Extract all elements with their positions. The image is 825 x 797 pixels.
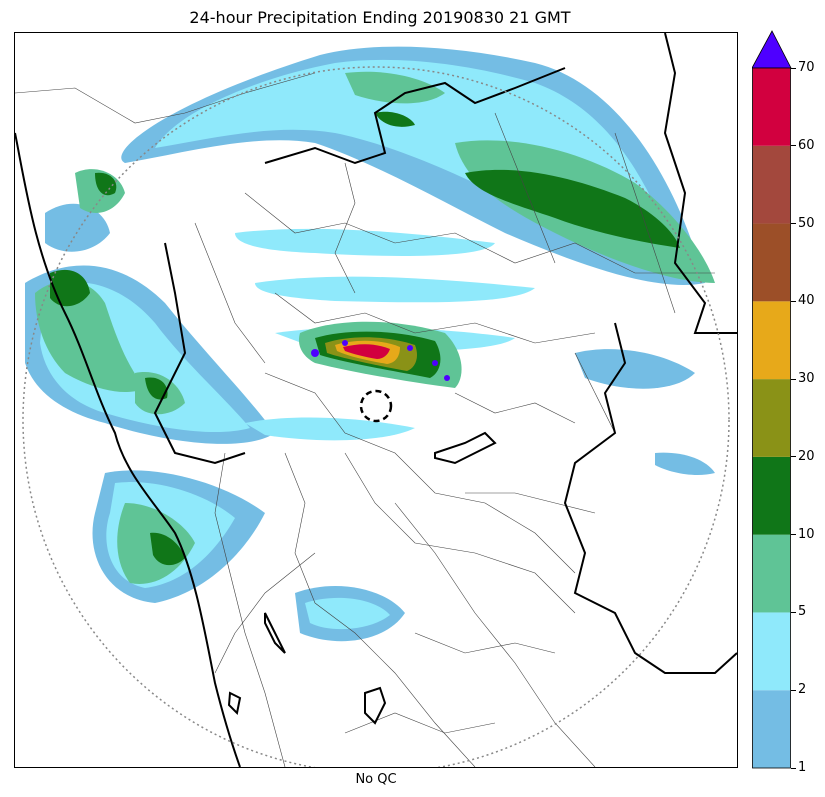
colorbar-tick-mark bbox=[791, 611, 796, 613]
colorbar-segment bbox=[752, 690, 791, 768]
colorbar-segment bbox=[752, 301, 791, 380]
colorbar-segment bbox=[752, 68, 791, 146]
colorbar-tick-label: 30 bbox=[798, 371, 815, 387]
colorbar-tick-label: 10 bbox=[798, 526, 815, 542]
colorbar-tick-label: 60 bbox=[798, 137, 815, 153]
colorbar-tick-mark bbox=[791, 223, 796, 225]
colorbar-tick-mark bbox=[791, 67, 796, 69]
colorbar-segment bbox=[752, 612, 791, 691]
colorbar-tick-mark bbox=[791, 300, 796, 302]
plot-title: 24-hour Precipitation Ending 20190830 21… bbox=[189, 8, 571, 27]
colorbar-extend-arrow bbox=[752, 30, 792, 69]
colorbar-segment bbox=[752, 456, 791, 535]
colorbar-tick-label: 40 bbox=[798, 293, 815, 309]
colorbar bbox=[752, 30, 792, 769]
colorbar-segment bbox=[752, 145, 791, 224]
colorbar-tick-mark bbox=[791, 534, 796, 536]
colorbar-segment bbox=[752, 379, 791, 457]
range-ring bbox=[22, 66, 730, 767]
state-borders bbox=[15, 33, 737, 767]
colorbar-tick-mark bbox=[791, 689, 796, 691]
colorbar-segment bbox=[752, 534, 791, 613]
precip-layer-convective bbox=[298, 321, 462, 388]
colorbar-tick-label: 20 bbox=[798, 448, 815, 464]
colorbar-tick-mark bbox=[791, 145, 796, 147]
precipitation-map bbox=[14, 32, 738, 768]
district-borders bbox=[15, 72, 715, 767]
precip-layer-10-20 bbox=[50, 111, 680, 566]
colorbar-tick-mark bbox=[791, 456, 796, 458]
colorbar-tick-mark bbox=[791, 767, 796, 769]
colorbar-tick-mark bbox=[791, 378, 796, 380]
colorbar-tick-label: 50 bbox=[798, 215, 815, 231]
radar-site-marker bbox=[359, 389, 393, 423]
colorbar-tick-label: 1 bbox=[798, 760, 807, 775]
colorbar-tick-label: 2 bbox=[798, 682, 807, 698]
x-axis-label: No QC bbox=[355, 772, 397, 787]
colorbar-tick-label: 5 bbox=[798, 604, 807, 620]
colorbar-tick-label: 70 bbox=[798, 60, 815, 75]
colorbar-segment bbox=[752, 223, 791, 302]
